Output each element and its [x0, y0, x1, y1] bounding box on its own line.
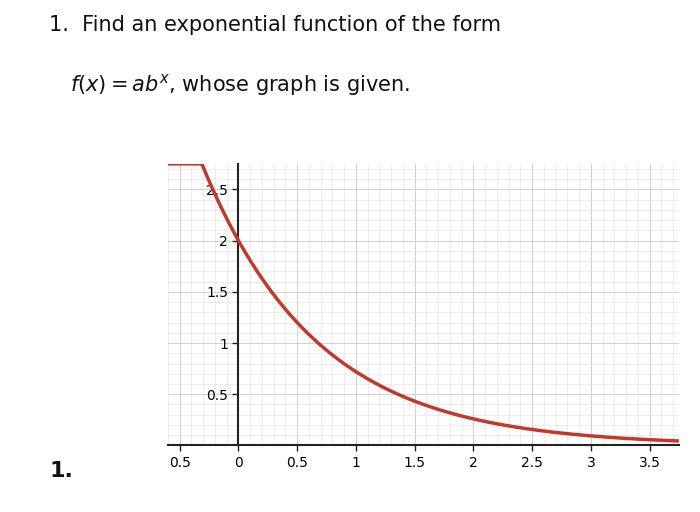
Text: $f(x) = ab^x$, whose graph is given.: $f(x) = ab^x$, whose graph is given.: [70, 72, 410, 98]
Text: 1.  Find an exponential function of the form: 1. Find an exponential function of the f…: [49, 15, 501, 35]
Text: 1.: 1.: [49, 461, 73, 481]
